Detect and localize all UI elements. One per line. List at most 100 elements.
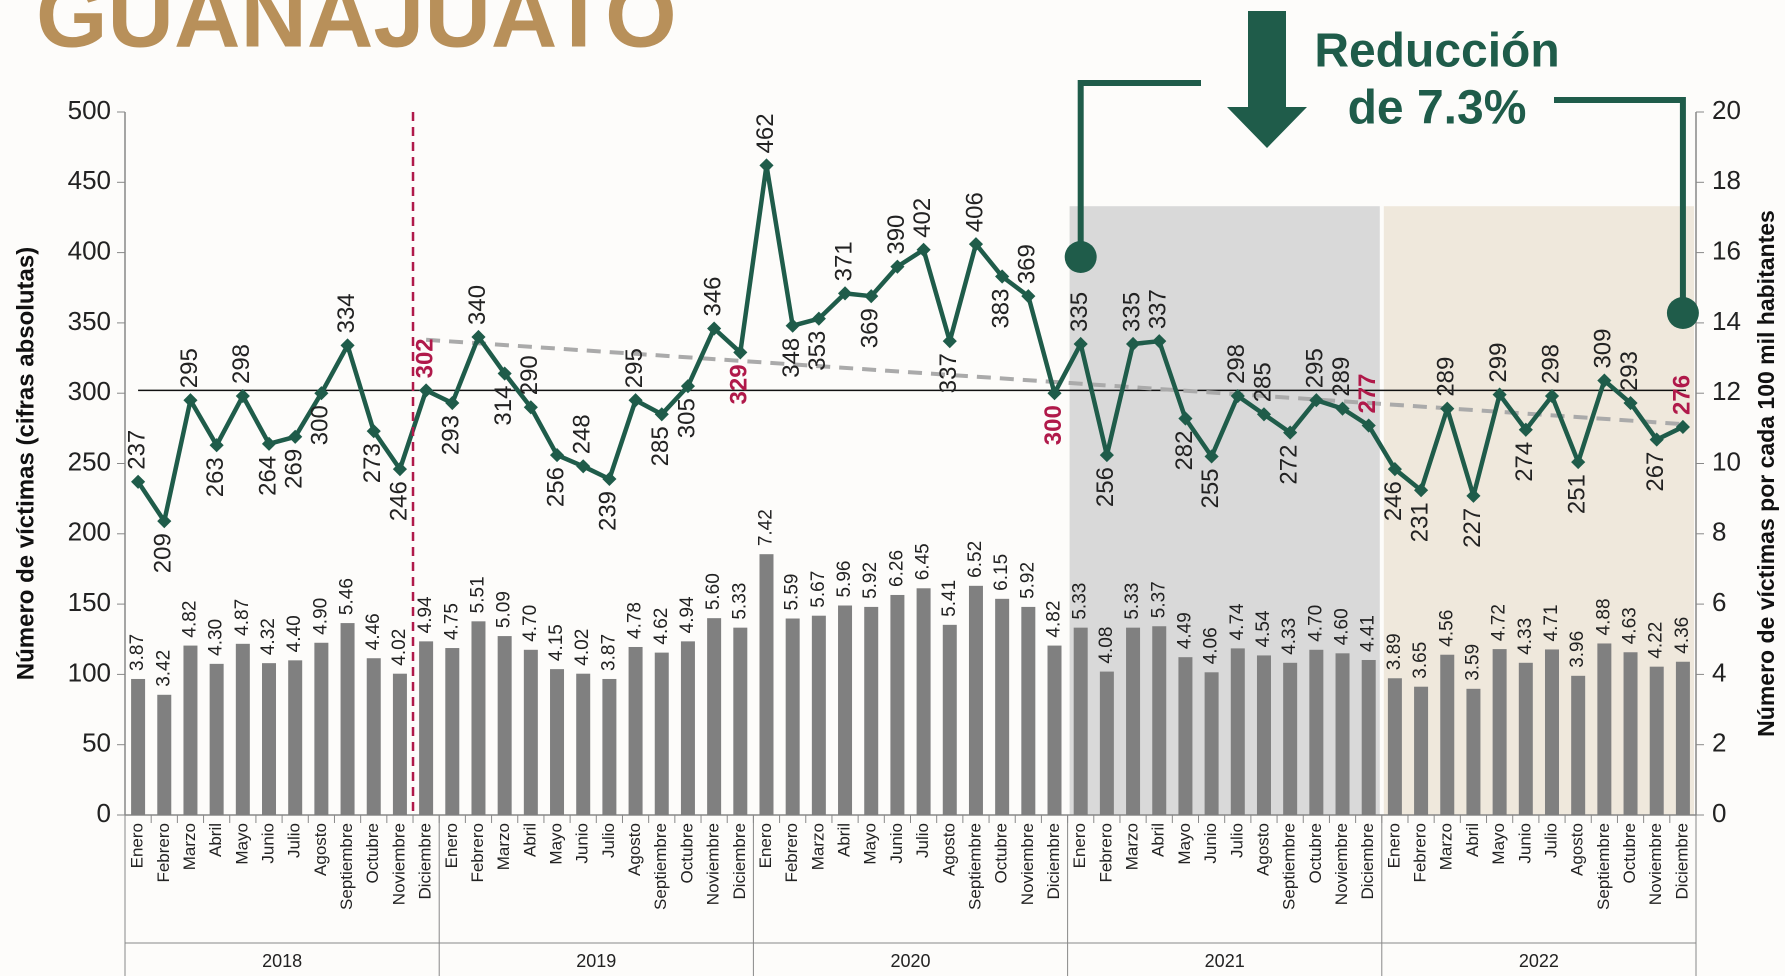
bar: [1204, 672, 1219, 815]
line-point: [1597, 373, 1612, 388]
bar-value-label: 5.33: [1070, 583, 1091, 620]
bar-value-label: 3.87: [598, 634, 619, 671]
y-tick-label: 200: [68, 517, 111, 547]
line-point: [995, 269, 1010, 284]
x-tick-label: Octubre: [677, 823, 696, 883]
line-point: [314, 386, 329, 401]
line-value-label: 255: [1197, 468, 1224, 508]
bar-value-label: 4.30: [206, 619, 227, 656]
line-point: [1623, 395, 1638, 411]
bar: [550, 669, 565, 815]
line-point: [733, 345, 748, 360]
line-point: [1440, 401, 1455, 416]
year-label: 2019: [576, 951, 616, 971]
bar: [811, 615, 826, 815]
bar-value-label: 5.96: [834, 561, 855, 598]
line-value-label: 295: [1302, 348, 1329, 388]
line-point: [366, 424, 381, 439]
line-point: [261, 436, 277, 451]
x-tick-label: Marzo: [808, 823, 827, 870]
bar-value-label: 5.41: [939, 580, 960, 617]
bar: [942, 624, 957, 815]
bar: [1126, 627, 1141, 815]
x-tick-label: Agosto: [625, 823, 644, 876]
y2-tick-label: 6: [1712, 587, 1726, 617]
bar-value-label: 4.15: [546, 624, 567, 661]
y2-tick-label: 12: [1712, 376, 1741, 406]
line-value-label: 353: [804, 331, 831, 371]
line-point: [1125, 336, 1141, 352]
line-point: [288, 429, 303, 444]
x-tick-label: Octubre: [1306, 823, 1325, 883]
line-value-label: 406: [961, 192, 988, 232]
bar-value-label: 5.51: [467, 576, 488, 613]
bar-value-label: 5.92: [1017, 562, 1038, 599]
line-value-label: 285: [647, 426, 674, 466]
bar-value-label: 4.87: [232, 599, 253, 636]
bar: [471, 621, 486, 815]
line-value-label: 227: [1459, 508, 1486, 548]
x-tick-label: Noviembre: [1332, 823, 1351, 905]
arrow-head: [1227, 107, 1307, 148]
x-tick-label: Mayo: [1175, 823, 1194, 865]
bar-value-label: 5.67: [808, 571, 829, 608]
y2-tick-label: 20: [1712, 95, 1741, 125]
x-tick-label: Marzo: [494, 823, 513, 870]
y-tick-label: 350: [68, 306, 111, 336]
arrow-shaft: [1248, 11, 1286, 109]
line-point: [1283, 425, 1298, 440]
line-point: [1544, 388, 1560, 404]
bar: [1518, 662, 1533, 815]
bar: [1387, 678, 1402, 815]
line-point: [1571, 455, 1586, 470]
line-value-label: 335: [1118, 292, 1145, 332]
line-value-label: 300: [307, 405, 334, 445]
y-tick-label: 100: [68, 657, 111, 687]
bar: [1571, 675, 1586, 815]
y2-tick-label: 14: [1712, 306, 1741, 336]
bar: [1230, 648, 1245, 815]
bar: [1047, 645, 1062, 815]
bar-value-label: 6.26: [886, 550, 907, 587]
line-value-label: 246: [385, 481, 412, 521]
line-point: [576, 459, 591, 474]
bar-value-label: 5.37: [1148, 581, 1169, 618]
x-tick-label: Septiembre: [337, 823, 356, 910]
bar-value-label: 4.75: [441, 603, 462, 640]
x-tick-label: Junio: [887, 823, 906, 864]
x-tick-label: Octubre: [363, 823, 382, 883]
bar-value-label: 3.65: [1410, 642, 1431, 679]
bar-value-label: 4.02: [389, 629, 410, 666]
bar: [1623, 652, 1638, 815]
x-tick-label: Septiembre: [965, 823, 984, 910]
line-value-label: 298: [1223, 344, 1250, 384]
line-point: [890, 259, 905, 274]
line-point: [602, 471, 617, 487]
bar-value-label: 4.60: [1332, 608, 1353, 645]
line-point: [785, 318, 800, 333]
x-tick-label: Septiembre: [1594, 823, 1613, 910]
line-point: [1152, 334, 1167, 349]
line-point: [916, 242, 931, 257]
line-value-label: 263: [202, 457, 229, 497]
bracket-right: [1554, 97, 1686, 313]
line-value-label: 272: [1276, 445, 1303, 485]
x-tick-label: Abril: [206, 823, 225, 857]
bar: [1335, 653, 1350, 815]
x-tick-label: Noviembre: [704, 823, 723, 905]
bar: [1361, 659, 1376, 815]
line-value-label: 237: [123, 430, 150, 470]
y-tick-label: 450: [68, 165, 111, 195]
line-point: [1256, 407, 1272, 422]
bar-value-label: 4.63: [1620, 607, 1641, 644]
line-value-label: 293: [438, 415, 465, 455]
line-point: [549, 447, 565, 463]
line-value-label: 314: [490, 386, 517, 426]
line-value-label: 337: [935, 353, 962, 393]
x-tick-label: Noviembre: [1018, 823, 1037, 905]
line-value-label: 298: [228, 344, 255, 384]
line-value-label: 299: [1485, 343, 1512, 383]
x-tick-label: Febrero: [782, 823, 801, 883]
line-point: [445, 395, 460, 411]
bar: [785, 618, 800, 815]
